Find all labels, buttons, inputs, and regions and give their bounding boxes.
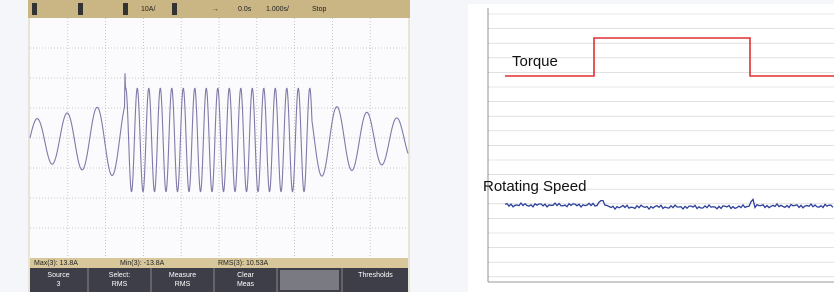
status-bar [28,0,410,18]
page: 10A/ → 0.0s 1.000s/ Stop Max(3): 13.8A M… [0,0,834,292]
measurement: Min(3): -13.8A [120,260,165,267]
softkey-row [30,268,408,292]
softkey-label: Select: [109,272,130,279]
oscilloscope: 10A/ → 0.0s 1.000s/ Stop Max(3): 13.8A M… [28,0,410,292]
softkey-label: Source [47,272,69,279]
channel-box [123,3,128,15]
measurement: RMS(3): 10.53A [218,260,269,267]
measurement: Max(3): 13.8A [34,260,78,267]
softkey-label: Thresholds [358,272,393,279]
softkey-label: Measure [169,272,196,279]
channel-box [32,3,37,15]
timebase: 1.000s/ [266,6,289,13]
channel-box [78,3,83,15]
softkey-label: 3 [57,281,61,288]
trend-chart: Torque Rotating Speed [468,4,834,292]
delay: 0.0s [238,6,252,13]
softkey-label: RMS [175,281,191,288]
softkey-label: Clear [237,272,254,279]
softkey-label: RMS [112,281,128,288]
trigger-arrow: → [212,6,219,13]
run-state: Stop [312,6,327,13]
softkey-label: Meas [237,281,255,288]
series-label: Torque [512,53,558,70]
scale: 10A/ [141,6,155,13]
series-label: Rotating Speed [483,178,586,195]
chart-frame [468,4,834,292]
softkey-disabled [280,270,339,290]
softkeys: Source 3 Select: RMS Measure RMS Clear Meas Thre… [30,268,408,292]
channel-box [172,3,177,15]
